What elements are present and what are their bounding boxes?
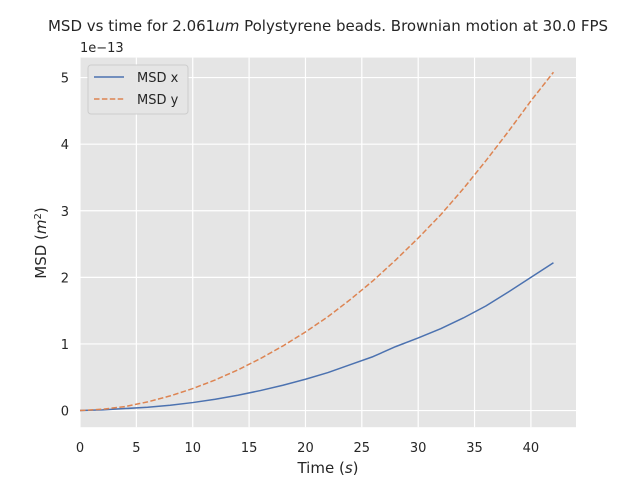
legend-label-msd-x: MSD x [137, 71, 179, 86]
x-tick-label: 0 [76, 441, 84, 456]
x-tick-label: 35 [466, 441, 483, 456]
x-tick-label: 15 [241, 441, 258, 456]
series-layer [79, 71, 555, 412]
y-tick-label: 2 [61, 271, 69, 286]
x-tick-label: 30 [410, 441, 427, 456]
series-line-msd-x [79, 262, 554, 412]
x-tick-label: 5 [132, 441, 140, 456]
y-tick-label: 5 [61, 72, 69, 87]
y-tick-label: 1 [61, 338, 69, 353]
x-axis-label: Time (s) [296, 459, 358, 477]
series-line-msd-y [79, 71, 555, 412]
y-axis-label: MSD (m2) [32, 207, 50, 279]
y-tick-labels: 0 1 2 3 4 5 [61, 72, 69, 420]
legend-label-msd-y: MSD y [137, 93, 179, 108]
grid [79, 57, 576, 428]
x-tick-label: 25 [354, 441, 371, 456]
plot-background [80, 57, 576, 428]
y-offset-label: 1e−13 [80, 41, 124, 56]
y-tick-label: 4 [61, 138, 69, 153]
x-tick-label: 40 [523, 441, 540, 456]
y-tick-label: 3 [61, 205, 69, 220]
y-tick-label: 0 [61, 405, 69, 420]
x-tick-label: 10 [184, 441, 201, 456]
x-tick-labels: 0 5 10 15 20 25 30 35 40 [76, 441, 539, 456]
x-tick-label: 20 [297, 441, 314, 456]
legend: MSD x MSD y [87, 64, 189, 115]
chart-title: MSD vs time for 2.061um Polystyrene bead… [48, 17, 608, 35]
